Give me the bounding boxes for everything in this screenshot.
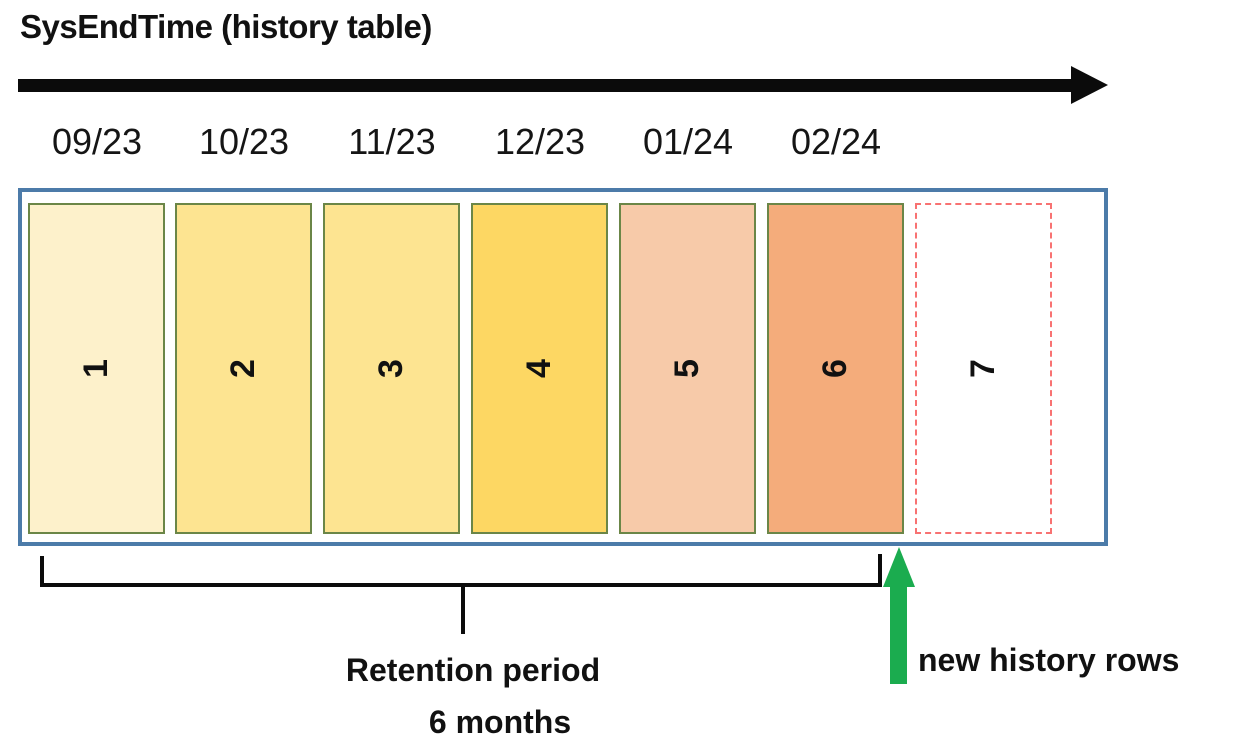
- new-rows-arrow-shaft: [890, 585, 907, 684]
- timeline-arrowhead-icon: [1071, 66, 1108, 104]
- retention-bracket-right-tick: [878, 554, 882, 587]
- new-history-rows-label: new history rows: [918, 642, 1180, 678]
- partition-2: 2: [175, 203, 312, 534]
- month-label-01-24: 01/24: [642, 121, 734, 162]
- diagram-title: SysEndTime (history table): [20, 8, 432, 45]
- partition-6-number: 6: [815, 359, 854, 378]
- retention-period-label: Retention period 6 months: [253, 650, 693, 742]
- month-label-12-23: 12/23: [494, 121, 586, 162]
- retention-period-label-line1: Retention period: [345, 652, 601, 688]
- partition-1-number: 1: [76, 359, 115, 378]
- partition-7-future-dashed: 7: [915, 203, 1052, 534]
- retention-bracket-line: [40, 583, 882, 587]
- retention-period-label-line2: 6 months: [428, 704, 572, 740]
- partition-6: 6: [767, 203, 904, 534]
- timeline-arrow-line: [18, 79, 1071, 92]
- partition-1: 1: [28, 203, 165, 534]
- new-rows-arrowhead-icon: [883, 547, 915, 587]
- partition-5-number: 5: [667, 359, 706, 378]
- partition-2-number: 2: [223, 359, 262, 378]
- month-label-09-23: 09/23: [51, 121, 143, 162]
- month-label-11-23: 11/23: [348, 121, 436, 162]
- partition-3: 3: [323, 203, 460, 534]
- month-label-02-24: 02/24: [790, 121, 882, 162]
- partition-7-number: 7: [963, 359, 1002, 378]
- month-label-10-23: 10/23: [198, 121, 290, 162]
- retention-bracket-stem: [461, 587, 465, 634]
- history-table-box: 1 2 3 4 5 6 7: [18, 188, 1108, 546]
- partition-4: 4: [471, 203, 608, 534]
- partition-4-number: 4: [519, 359, 558, 378]
- retention-bracket-left-tick: [40, 556, 44, 587]
- partition-3-number: 3: [371, 359, 410, 378]
- partition-5: 5: [619, 203, 756, 534]
